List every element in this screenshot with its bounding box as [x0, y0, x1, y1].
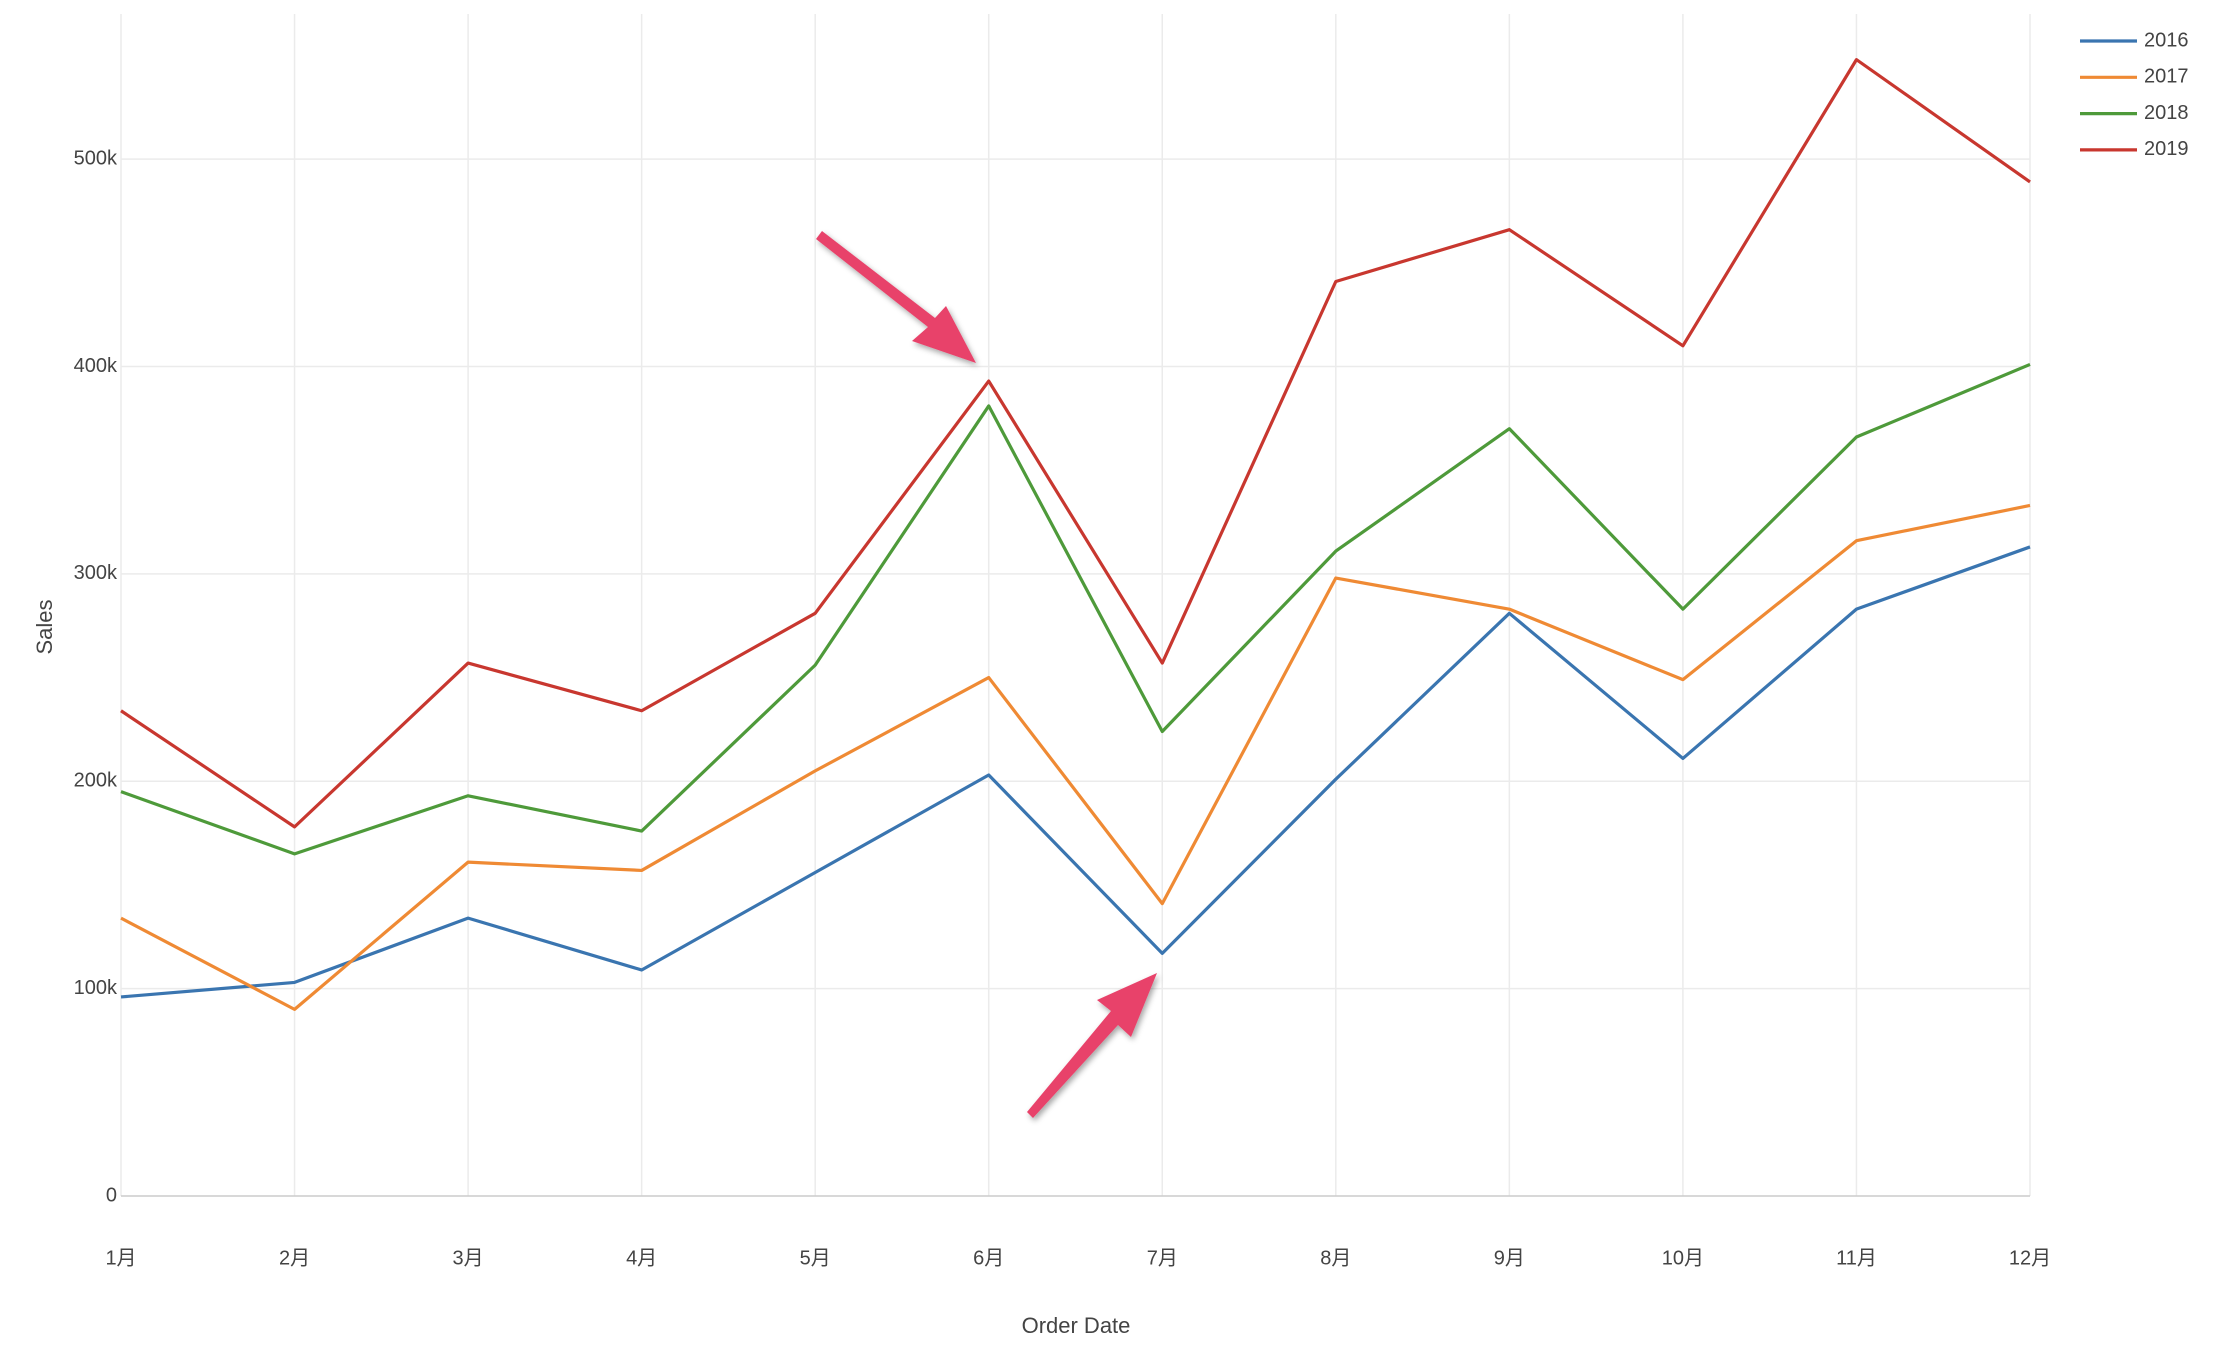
legend-label: 2019	[2144, 138, 2189, 160]
y-tick-label: 100k	[74, 977, 118, 999]
line-series	[120, 362, 2031, 856]
legend-label: 2018	[2144, 102, 2189, 124]
y-tick-label: 400k	[74, 355, 118, 377]
x-tick-label: 2月	[279, 1247, 310, 1269]
legend-label: 2017	[2144, 66, 2189, 88]
x-axis-title: Order Date	[1022, 1313, 1131, 1338]
x-tick-label: 10月	[1662, 1247, 1704, 1269]
annotation-arrow	[816, 231, 976, 363]
line-series	[120, 58, 2031, 829]
x-tick-label: 6月	[973, 1247, 1004, 1269]
x-tick-label: 7月	[1147, 1247, 1178, 1269]
plot-area: 1月 2月 3月 4月 5月 6月 7月 8月 9月 10月 11月 12月 0 100k 200k 300k…	[74, 14, 2051, 1269]
y-axis-title: Sales	[32, 599, 57, 654]
legend-label: 2016	[2144, 29, 2189, 51]
y-tick-label: 300k	[74, 562, 118, 584]
x-tick-label: 1月	[105, 1247, 136, 1269]
y-tick-label: 200k	[74, 770, 118, 792]
x-tick-label: 8月	[1320, 1247, 1351, 1269]
annotation-arrow	[1027, 973, 1157, 1118]
y-tick-label: 500k	[74, 147, 118, 169]
x-tick-label: 11月	[1836, 1247, 1877, 1269]
x-tick-label: 9月	[1494, 1247, 1525, 1269]
x-tick-label: 12月	[2009, 1247, 2051, 1269]
x-tick-label: 5月	[800, 1247, 831, 1269]
line-series	[120, 545, 2031, 999]
x-tick-label: 4月	[626, 1247, 657, 1269]
x-tick-label: 3月	[453, 1247, 484, 1269]
y-tick-label: 0	[106, 1184, 117, 1206]
line-series	[120, 503, 2031, 1011]
